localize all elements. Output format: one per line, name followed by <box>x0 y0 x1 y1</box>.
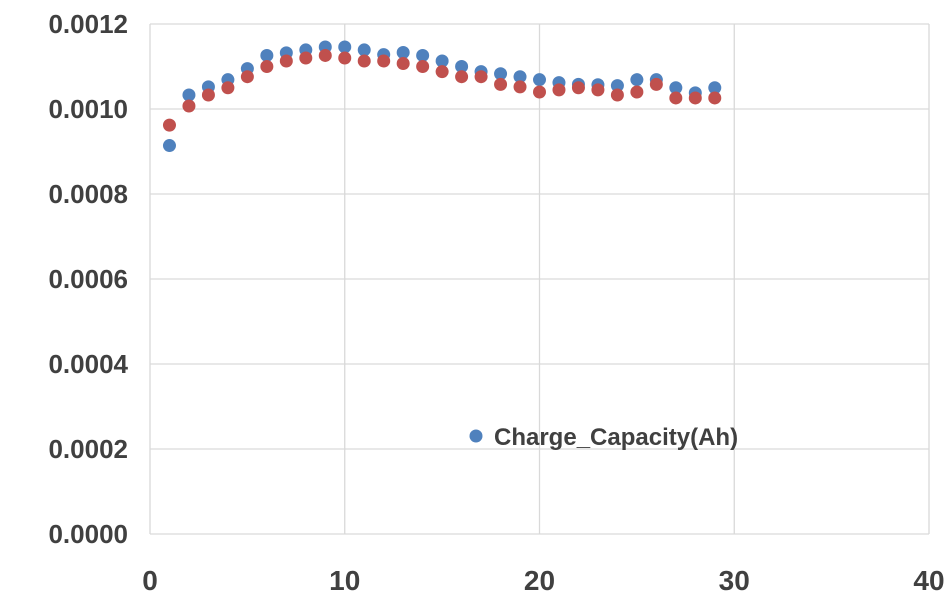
gridlines <box>149 23 930 535</box>
data-point <box>318 48 332 62</box>
data-point <box>338 40 352 54</box>
data-point <box>416 60 430 73</box>
data-point <box>435 54 449 68</box>
x-tick-label: 20 <box>524 565 555 596</box>
data-point <box>474 70 488 84</box>
x-tick-label: 30 <box>719 565 750 596</box>
x-tick-label: 40 <box>913 565 944 596</box>
y-tick-label: 0.0004 <box>48 349 128 379</box>
data-point <box>162 118 176 132</box>
data-point <box>357 43 371 57</box>
legend-marker-charge-capacity <box>469 429 483 443</box>
legend-label-charge-capacity: Charge_Capacity(Ah) <box>494 424 738 451</box>
data-point <box>435 65 449 79</box>
data-point <box>396 45 410 59</box>
data-point <box>533 85 546 99</box>
data-point <box>260 48 274 62</box>
data-point <box>708 81 722 95</box>
data-point <box>630 85 644 99</box>
data-point <box>533 73 546 87</box>
data-point <box>571 81 585 95</box>
data-point <box>299 51 313 65</box>
y-tick-label: 0.0000 <box>48 519 128 549</box>
x-tick-label: 0 <box>142 565 158 596</box>
x-tick-label: 10 <box>329 565 360 596</box>
data-point <box>610 88 624 102</box>
data-point <box>513 70 527 84</box>
y-tick-label: 0.0002 <box>48 434 128 464</box>
data-point <box>688 91 702 105</box>
series-2 <box>162 48 722 132</box>
data-point <box>455 60 469 73</box>
data-points <box>162 40 722 153</box>
y-tick-label: 0.0008 <box>48 179 128 209</box>
data-point <box>240 70 254 84</box>
data-point <box>416 48 430 62</box>
data-point <box>279 54 293 68</box>
data-point <box>357 54 371 68</box>
y-tick-label: 0.0012 <box>48 9 128 39</box>
data-point <box>610 79 624 93</box>
legend: Charge_Capacity(Ah) <box>469 424 738 451</box>
data-point <box>260 60 274 73</box>
data-point <box>669 81 683 95</box>
data-point <box>455 70 469 84</box>
data-point <box>221 81 235 95</box>
data-point <box>630 73 644 87</box>
data-point <box>201 88 215 102</box>
data-point <box>396 57 410 71</box>
data-point <box>182 99 196 113</box>
y-axis-tick-labels: 0.0000 0.0002 0.0004 0.0006 0.0008 0.0010 0.00… <box>48 9 128 549</box>
data-point <box>513 80 527 94</box>
data-point <box>182 88 196 102</box>
data-point <box>708 91 722 105</box>
data-point <box>552 83 566 97</box>
data-point <box>649 77 663 91</box>
data-point <box>338 51 352 65</box>
data-point <box>669 91 683 105</box>
data-point <box>377 54 391 68</box>
data-point <box>494 67 508 81</box>
y-tick-label: 0.0006 <box>48 264 128 294</box>
data-point <box>591 83 605 97</box>
data-point <box>162 139 176 153</box>
y-tick-label: 0.0010 <box>48 94 128 124</box>
x-axis-tick-labels: 0 10 20 30 40 <box>142 565 944 596</box>
data-point <box>494 77 508 91</box>
